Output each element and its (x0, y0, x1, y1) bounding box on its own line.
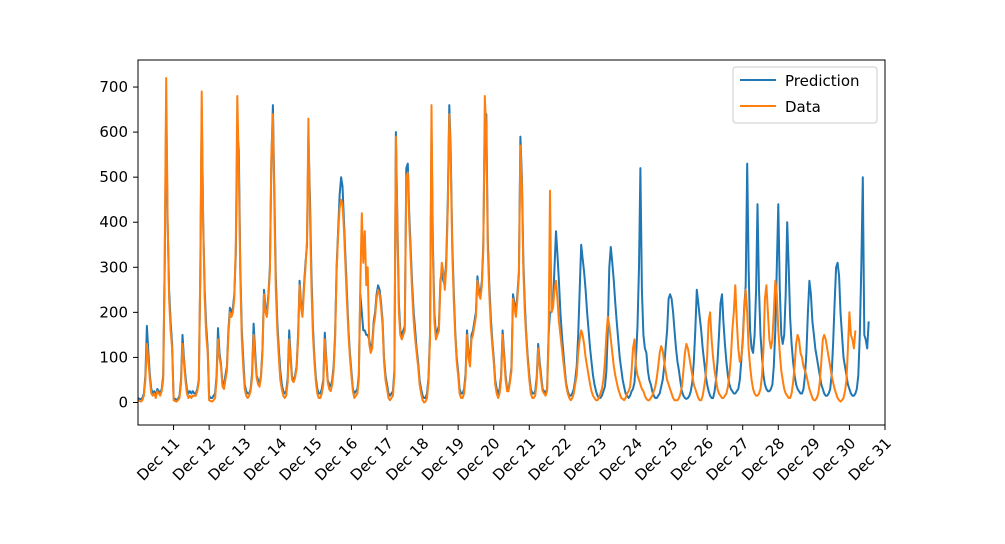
plot-frame (137, 59, 886, 426)
series-layer (137, 77, 870, 404)
legend-label-data: Data (785, 98, 821, 116)
y-tick-label: 500 (99, 168, 128, 186)
y-tick-label: 200 (99, 303, 128, 321)
y-tick-label: 600 (99, 123, 128, 141)
y-tick-label: 0 (118, 393, 128, 411)
y-axis: 0 100 200 300 400 500 600 700 (99, 78, 138, 411)
series-line-data (137, 77, 857, 404)
y-tick-label: 300 (99, 258, 128, 276)
legend: Prediction Data (732, 66, 878, 124)
y-tick-label: 100 (99, 348, 128, 366)
y-tick-label: 400 (99, 213, 128, 231)
y-tick-label: 700 (99, 78, 128, 96)
legend-label-prediction: Prediction (785, 72, 860, 90)
